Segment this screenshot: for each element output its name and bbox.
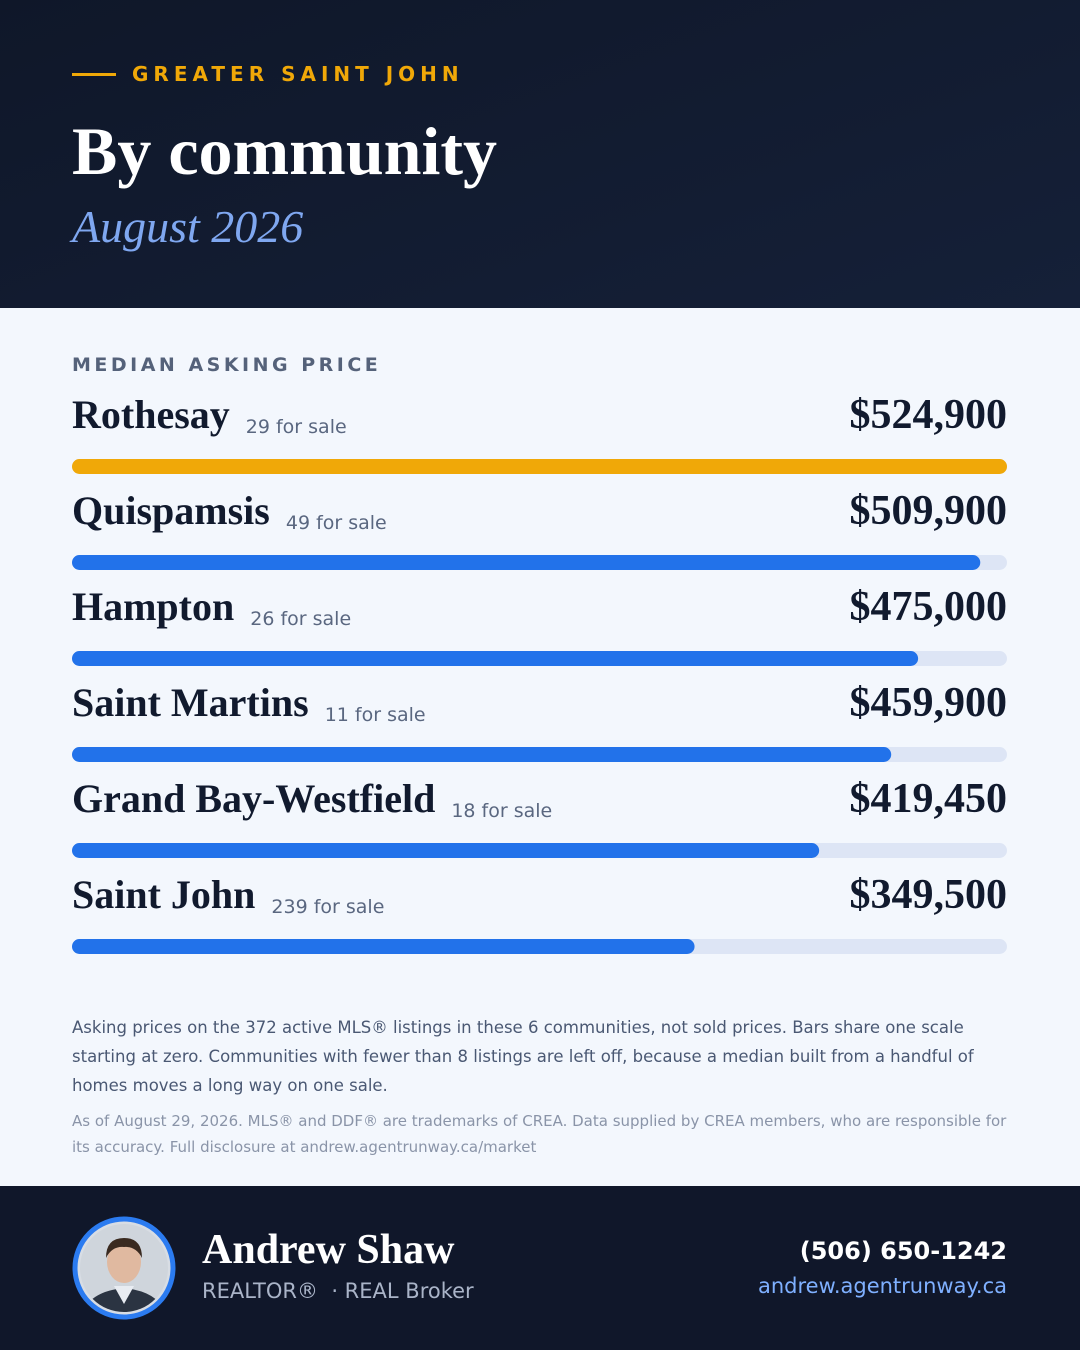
value-label: $419,450 (850, 776, 1008, 822)
avatar (72, 1216, 176, 1320)
listing-count: 26 for sale (250, 608, 351, 630)
bar (72, 459, 1007, 474)
bar (72, 747, 892, 762)
footer: Andrew Shaw REALTOR® · REAL Broker (506)… (0, 1186, 1080, 1350)
community-name: Hampton (72, 584, 234, 629)
disclosure: As of August 29, 2026. MLS® and DDF® are… (72, 1112, 1007, 1156)
value-label: $509,900 (850, 488, 1008, 534)
community-name: Grand Bay-Westfield (72, 776, 435, 821)
subtitle: August 2026 (72, 201, 304, 252)
phone: (506) 650-1242 (799, 1237, 1007, 1265)
listing-count: 11 for sale (325, 704, 426, 726)
bar (72, 939, 695, 954)
chart-title: MEDIAN ASKING PRICE (72, 354, 382, 376)
website[interactable]: andrew.agentrunway.ca (757, 1274, 1007, 1298)
chart: Rothesay 29 for sale $524,900 Quispamsis 49 … (72, 392, 1008, 954)
title: By community (72, 113, 497, 189)
bar (72, 843, 820, 858)
header: GREATER SAINT JOHN By community August 2… (0, 0, 1080, 308)
value-label: $524,900 (850, 392, 1008, 438)
bar (72, 555, 981, 570)
value-label: $459,900 (850, 680, 1008, 726)
community-name: Saint Martins (72, 680, 309, 725)
listing-count: 29 for sale (246, 416, 347, 438)
notes: Asking prices on the 372 active MLS® lis… (72, 1018, 974, 1095)
accent-line (72, 73, 116, 76)
community-name: Quispamsis (72, 488, 270, 533)
value-label: $349,500 (850, 872, 1008, 918)
agent-name: Andrew Shaw (202, 1227, 455, 1273)
community-name: Rothesay (72, 392, 230, 437)
community-name: Saint John (72, 872, 255, 917)
listing-count: 18 for sale (451, 800, 552, 822)
value-label: $475,000 (850, 584, 1008, 630)
listing-count: 49 for sale (286, 512, 387, 534)
agent-role: REALTOR® · REAL Broker (202, 1279, 474, 1303)
eyebrow: GREATER SAINT JOHN (132, 62, 464, 86)
bar (72, 651, 919, 666)
listing-count: 239 for sale (271, 896, 384, 918)
